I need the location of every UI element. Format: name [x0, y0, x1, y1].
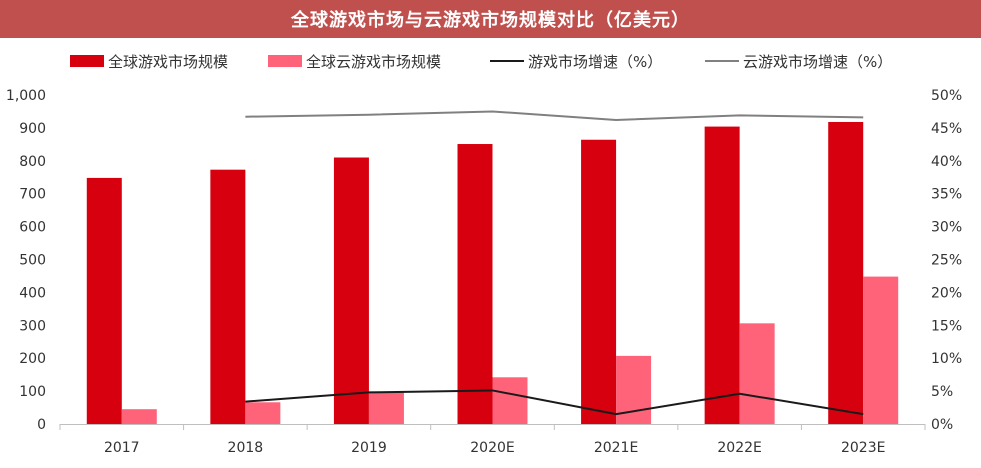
- legend-item-cloud-growth: 云游戏市场增速（%）: [705, 46, 892, 76]
- line-game-growth: [245, 389, 864, 416]
- bar-cloud-market: [245, 402, 281, 424]
- legend-swatch-global-market: [70, 55, 104, 67]
- legend-label-cloud-growth: 云游戏市场增速（%）: [743, 52, 893, 71]
- bar-global-market: [581, 139, 617, 424]
- bar-global-market: [210, 169, 246, 424]
- x-tick-label: 2021E: [594, 440, 638, 456]
- y-left-tick-label: 700: [19, 187, 46, 203]
- y-right-tick-label: 40%: [931, 154, 962, 170]
- legend-label-cloud-market: 全球云游戏市场规模: [306, 52, 442, 71]
- bar-global-market: [704, 126, 740, 425]
- y-right-tick-label: 10%: [931, 351, 962, 367]
- y-left-tick-label: 600: [19, 220, 46, 236]
- x-tick-label: 2020E: [470, 440, 514, 456]
- x-tick-label: 2019: [351, 440, 387, 456]
- y-left-tick-label: 400: [19, 285, 46, 301]
- y-left-tick-label: 500: [19, 253, 46, 269]
- y-left-tick-label: 200: [19, 351, 46, 367]
- legend-label-game-growth: 游戏市场增速（%）: [528, 52, 663, 71]
- legend-item-global-market: 全球游戏市场规模: [70, 46, 228, 76]
- legend-label-global-market: 全球游戏市场规模: [108, 52, 229, 71]
- bar-global-market: [86, 177, 122, 424]
- bar-cloud-market: [368, 391, 404, 424]
- legend-line-game-growth: [490, 60, 524, 62]
- bar-global-market: [457, 144, 493, 424]
- y-left-tick-label: 900: [19, 121, 46, 137]
- legend: 全球游戏市场规模 全球云游戏市场规模 游戏市场增速（%） 云游戏市场增速（%）: [0, 46, 981, 76]
- y-left-tick-label: 800: [19, 154, 46, 170]
- y-left-tick-label: 0: [37, 417, 46, 433]
- bar-global-market: [828, 121, 864, 424]
- bar-cloud-market: [863, 276, 899, 424]
- chart-title: 全球游戏市场与云游戏市场规模对比（亿美元）: [0, 0, 981, 38]
- y-right-tick-label: 25%: [931, 253, 962, 269]
- line-cloud-growth: [245, 110, 864, 122]
- y-right-tick-label: 35%: [931, 187, 962, 203]
- y-right-tick-label: 50%: [931, 88, 962, 104]
- legend-item-cloud-market: 全球云游戏市场规模: [268, 46, 441, 76]
- y-right-tick-label: 30%: [931, 220, 962, 236]
- legend-swatch-cloud-market: [268, 55, 302, 67]
- bar-cloud-market: [492, 377, 528, 424]
- x-tick-label: 2018: [228, 440, 264, 456]
- x-tick-label: 2023E: [841, 440, 885, 456]
- bar-cloud-market: [739, 323, 775, 424]
- y-right-tick-label: 5%: [931, 384, 953, 400]
- y-right-tick-label: 15%: [931, 318, 962, 334]
- x-tick-label: 2017: [104, 440, 140, 456]
- bar-global-market: [333, 157, 369, 424]
- bar-cloud-market: [121, 409, 157, 424]
- legend-item-game-growth: 游戏市场增速（%）: [490, 46, 662, 76]
- x-tick-label: 2022E: [717, 440, 761, 456]
- y-left-tick-label: 300: [19, 318, 46, 334]
- y-left-tick-label: 1,000: [6, 88, 46, 104]
- y-right-tick-label: 45%: [931, 121, 962, 137]
- legend-line-cloud-growth: [705, 60, 739, 62]
- y-left-tick-label: 100: [19, 384, 46, 400]
- y-right-tick-label: 0%: [931, 417, 953, 433]
- y-right-tick-label: 20%: [931, 285, 962, 301]
